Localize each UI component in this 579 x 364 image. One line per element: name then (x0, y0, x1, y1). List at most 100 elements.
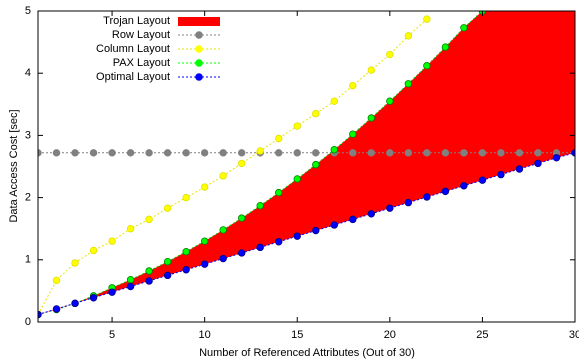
marker (534, 159, 542, 168)
x-axis-label: Number of Referenced Attributes (Out of … (199, 347, 415, 359)
marker (386, 204, 394, 212)
marker (163, 204, 172, 212)
marker (219, 226, 227, 234)
marker (237, 149, 246, 157)
marker (349, 130, 357, 138)
x-tick-label: 20 (384, 329, 396, 341)
marker (89, 294, 98, 302)
marker (52, 149, 61, 157)
marker (126, 276, 135, 284)
marker (219, 254, 227, 263)
marker (293, 232, 301, 240)
marker (89, 246, 98, 255)
marker (237, 159, 246, 168)
x-tick-label: 25 (476, 329, 488, 341)
legend-swatch (178, 17, 220, 26)
y-tick-label: 5 (25, 5, 31, 17)
legend-label: Column Layout (96, 43, 170, 55)
marker (256, 147, 264, 155)
marker (515, 149, 524, 157)
marker (312, 109, 320, 118)
trojan-area (38, 11, 575, 315)
marker (312, 160, 320, 169)
marker (367, 149, 376, 157)
marker (163, 149, 172, 157)
marker (293, 149, 301, 157)
marker (404, 80, 413, 88)
marker (367, 210, 376, 218)
marker (126, 224, 135, 233)
marker (367, 66, 376, 74)
marker (497, 149, 505, 157)
marker (460, 182, 468, 190)
marker (293, 175, 301, 183)
marker (423, 15, 431, 23)
x-tick-label: 5 (109, 329, 115, 341)
marker (71, 299, 79, 308)
marker (349, 215, 357, 224)
legend-marker (195, 45, 203, 53)
marker (182, 248, 190, 256)
marker (367, 114, 376, 122)
marker (330, 146, 338, 154)
y-axis-label: Data Access Cost [sec] (8, 109, 20, 222)
marker (275, 149, 283, 157)
marker (478, 149, 487, 157)
marker (108, 288, 116, 296)
legend-label: PAX Layout (113, 57, 170, 69)
marker (219, 149, 227, 157)
marker (423, 193, 431, 201)
x-tick-label: 15 (291, 329, 303, 341)
marker (330, 221, 338, 229)
plot-area (38, 11, 575, 319)
marker (52, 305, 61, 313)
x-tick-label: 30 (569, 329, 579, 341)
marker (571, 149, 575, 157)
marker (145, 149, 153, 157)
marker (163, 271, 172, 280)
marker (200, 183, 209, 191)
marker (552, 154, 561, 162)
marker (237, 214, 246, 222)
marker (386, 149, 394, 157)
y-tick-label: 0 (25, 316, 31, 328)
marker (386, 50, 394, 59)
marker (275, 238, 283, 246)
legend-marker (195, 31, 203, 39)
marker (441, 149, 450, 157)
marker (71, 259, 79, 267)
marker (71, 149, 79, 157)
marker (404, 149, 413, 157)
y-tick-label: 3 (25, 129, 31, 141)
y-tick-label: 2 (25, 192, 31, 204)
marker (108, 149, 116, 157)
marker (256, 243, 264, 252)
marker (478, 176, 487, 184)
marker (386, 97, 394, 105)
marker (349, 81, 357, 90)
marker (423, 62, 431, 70)
marker (89, 149, 98, 157)
legend-marker (195, 73, 203, 81)
legend-label: Trojan Layout (103, 15, 170, 27)
marker (534, 149, 542, 157)
marker (275, 188, 283, 197)
plot-frame (37, 10, 576, 323)
marker (293, 122, 301, 130)
marker (145, 215, 153, 224)
series-line (38, 18, 428, 315)
marker (312, 226, 320, 235)
marker (349, 149, 357, 157)
marker (441, 187, 450, 196)
marker (497, 170, 505, 179)
marker (219, 172, 227, 180)
marker (423, 149, 431, 157)
marker (237, 249, 246, 257)
marker (275, 134, 283, 143)
marker (404, 198, 413, 207)
legend-label: Row Layout (112, 29, 170, 41)
y-tick-label: 1 (25, 254, 31, 266)
marker (182, 193, 190, 202)
